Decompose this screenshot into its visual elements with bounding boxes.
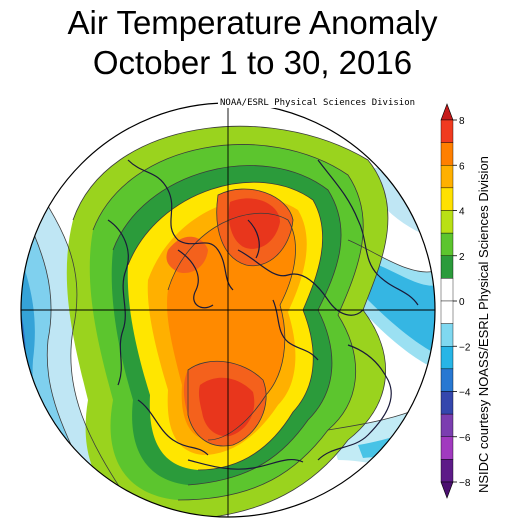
colorbar-tick-label: −6 <box>459 433 471 444</box>
coastlines <box>107 159 419 470</box>
map-credit: NOAA/ESRL Physical Sciences Division <box>218 98 418 108</box>
colorbar-tick-label: −8 <box>459 478 471 489</box>
colorbar-segment <box>440 142 454 166</box>
colorbar: 8 6 4 2 0 −2 −4 −6 −8 <box>433 100 503 510</box>
colorbar-segment <box>440 459 454 483</box>
colorbar-segment <box>440 300 454 324</box>
colorbar-max-arrow <box>440 103 454 121</box>
colorbar-tick-label: 6 <box>459 161 465 172</box>
colorbar-segment <box>440 323 454 347</box>
anomaly-band <box>363 260 435 355</box>
colorbar-segment <box>440 368 454 392</box>
colorbar-tick-label: 8 <box>459 116 465 127</box>
graticule <box>21 103 435 517</box>
colorbar-segment <box>440 165 454 189</box>
colorbar-tick-label: −4 <box>459 388 471 399</box>
anomaly-field <box>21 103 435 517</box>
side-credit: NSIDC courtesy NOASS/ESRL Physical Scien… <box>476 156 491 493</box>
colorbar-segment <box>440 346 454 370</box>
colorbar-min-arrow <box>440 481 454 499</box>
colorbar-segment <box>440 255 454 279</box>
map-title: Air Temperature Anomaly <box>67 4 438 41</box>
colorbar-segment <box>440 187 454 211</box>
colorbar-segment <box>440 413 454 437</box>
colorbar-segment <box>440 119 454 143</box>
colorbar-tick-label: 2 <box>459 252 465 263</box>
colorbar-svg: 8 6 4 2 0 −2 −4 −6 −8 <box>440 103 471 499</box>
colorbar-segment <box>440 210 454 234</box>
map-date-range: October 1 to 30, 2016 <box>92 44 413 81</box>
colorbar-segment <box>440 232 454 256</box>
colorbar-segment <box>440 278 454 302</box>
anomaly-band <box>166 236 208 274</box>
anomaly-band <box>198 377 255 437</box>
colorbar-tick-label: −2 <box>459 342 471 353</box>
colorbar-segment <box>440 436 454 460</box>
colorbar-tick-label: 0 <box>459 297 465 308</box>
anomaly-map-svg <box>20 102 436 518</box>
anomaly-band <box>228 198 280 249</box>
colorbar-segment <box>440 391 454 415</box>
anomaly-map <box>18 100 438 520</box>
colorbar-tick-label: 4 <box>459 207 465 218</box>
